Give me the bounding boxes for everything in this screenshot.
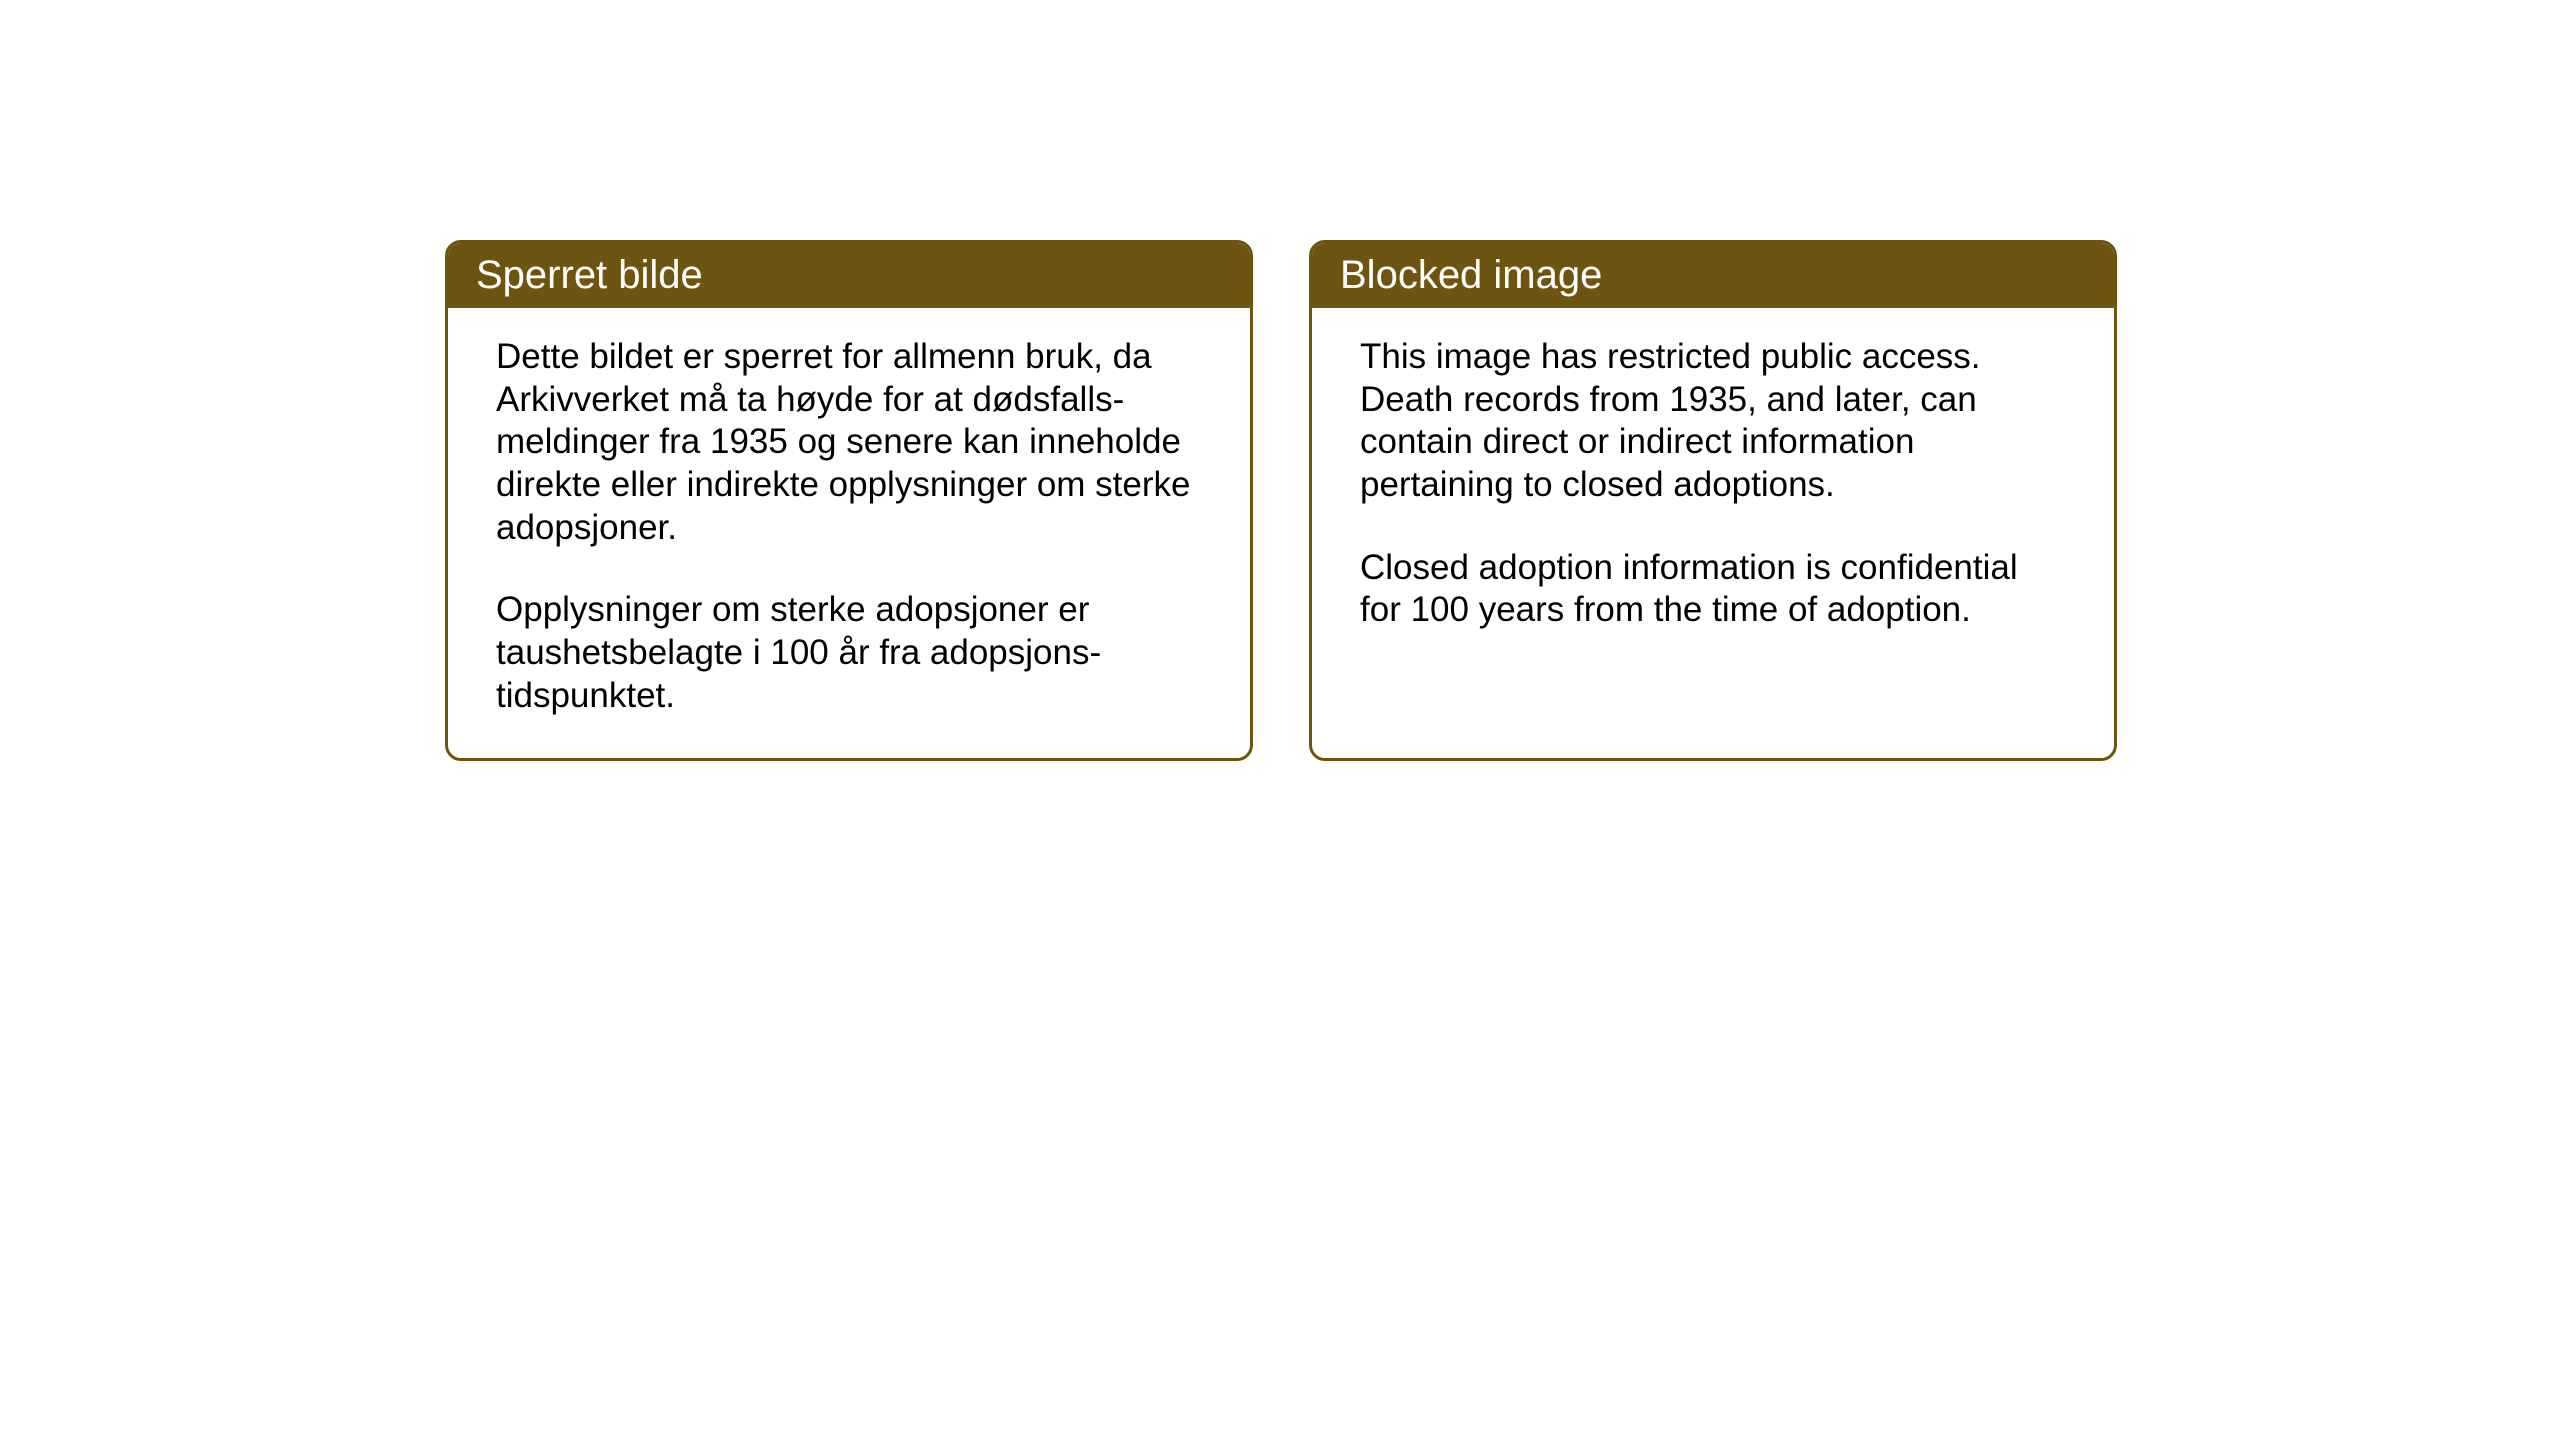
card-paragraph: Opplysninger om sterke adopsjoner er tau… xyxy=(496,589,1202,717)
card-title: Blocked image xyxy=(1340,253,1602,297)
card-paragraph: Closed adoption information is confident… xyxy=(1360,547,2066,632)
notice-container: Sperret bilde Dette bildet er sperret fo… xyxy=(445,240,2117,761)
notice-card-norwegian: Sperret bilde Dette bildet er sperret fo… xyxy=(445,240,1253,761)
card-body: Dette bildet er sperret for allmenn bruk… xyxy=(448,308,1250,758)
card-header: Blocked image xyxy=(1312,243,2114,308)
card-body: This image has restricted public access.… xyxy=(1312,308,2114,748)
notice-card-english: Blocked image This image has restricted … xyxy=(1309,240,2117,761)
card-title: Sperret bilde xyxy=(476,253,703,297)
card-paragraph: Dette bildet er sperret for allmenn bruk… xyxy=(496,336,1202,549)
card-paragraph: This image has restricted public access.… xyxy=(1360,336,2066,507)
card-header: Sperret bilde xyxy=(448,243,1250,308)
